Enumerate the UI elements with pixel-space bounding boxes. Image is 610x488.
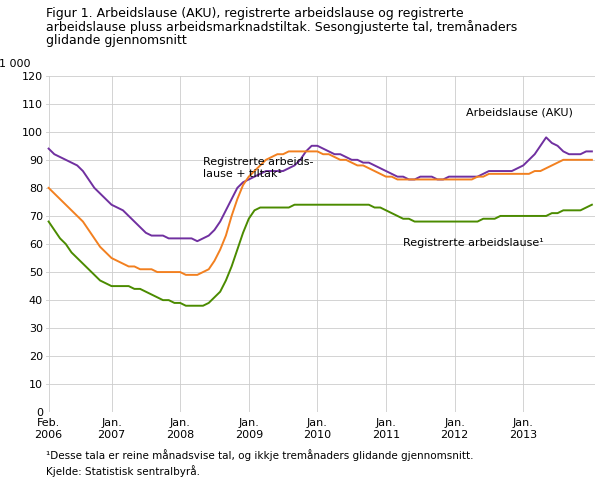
Text: Registrerte arbeidslause¹: Registrerte arbeidslause¹ (403, 238, 544, 248)
Text: 1 000: 1 000 (0, 59, 30, 69)
Text: ¹Desse tala er reine månadsvise tal, og ikkje tremånaders glidande gjennomsnitt.: ¹Desse tala er reine månadsvise tal, og … (46, 449, 473, 477)
Text: Figur 1. Arbeidslause (AKU), registrerte arbeidslause og registrerte: Figur 1. Arbeidslause (AKU), registrerte… (46, 7, 464, 20)
Text: Registrerte arbeids-
lause + tiltak¹: Registrerte arbeids- lause + tiltak¹ (203, 157, 314, 180)
Text: glidande gjennomsnitt: glidande gjennomsnitt (46, 34, 187, 47)
Text: arbeidslause pluss arbeidsmarknadstiltak. Sesongjusterte tal, tremånaders: arbeidslause pluss arbeidsmarknadstiltak… (46, 20, 517, 35)
Text: Arbeidslause (AKU): Arbeidslause (AKU) (466, 107, 573, 117)
